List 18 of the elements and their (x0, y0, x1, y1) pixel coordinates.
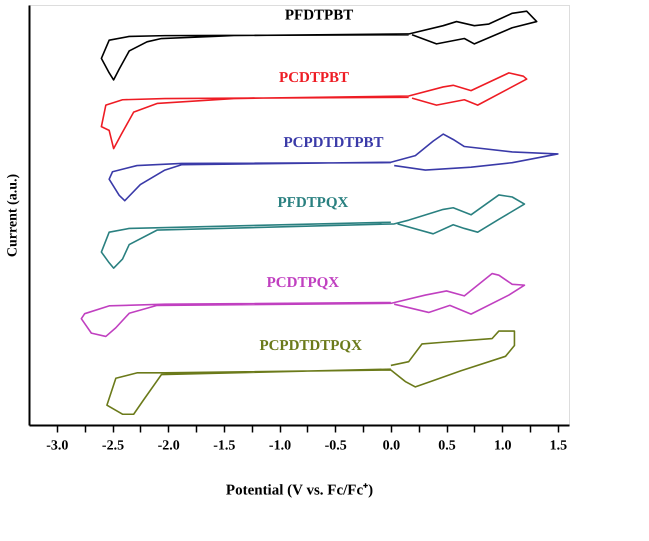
series-label: PCDTPQX (266, 275, 340, 292)
x-axis-title: Potential (V vs. Fc/Fc⁺) (226, 482, 374, 498)
x-tick-label: -2.0 (158, 438, 180, 454)
y-axis-title: Current (a.u.) (6, 173, 20, 258)
x-tick-label: -2.5 (102, 438, 124, 454)
series-label: PCPDTDTPBT (284, 135, 384, 152)
x-tick-label: 0.5 (438, 438, 456, 454)
series-label: PFDTPBT (284, 7, 354, 24)
x-tick-label: 1.5 (550, 438, 568, 454)
series-label: PCDTPBT (279, 70, 350, 86)
x-tick-label: -3.0 (46, 438, 68, 454)
x-tick-label: -1.5 (213, 438, 236, 454)
x-tick-label: 0.0 (382, 438, 400, 454)
x-tick-label: 1.0 (494, 438, 512, 454)
series-label: PCPDTDTPQX (259, 338, 362, 354)
x-tick-label: -0.5 (324, 438, 347, 454)
series-label: PFDTPQX (278, 194, 348, 211)
x-tick-label: -1.0 (268, 438, 292, 454)
